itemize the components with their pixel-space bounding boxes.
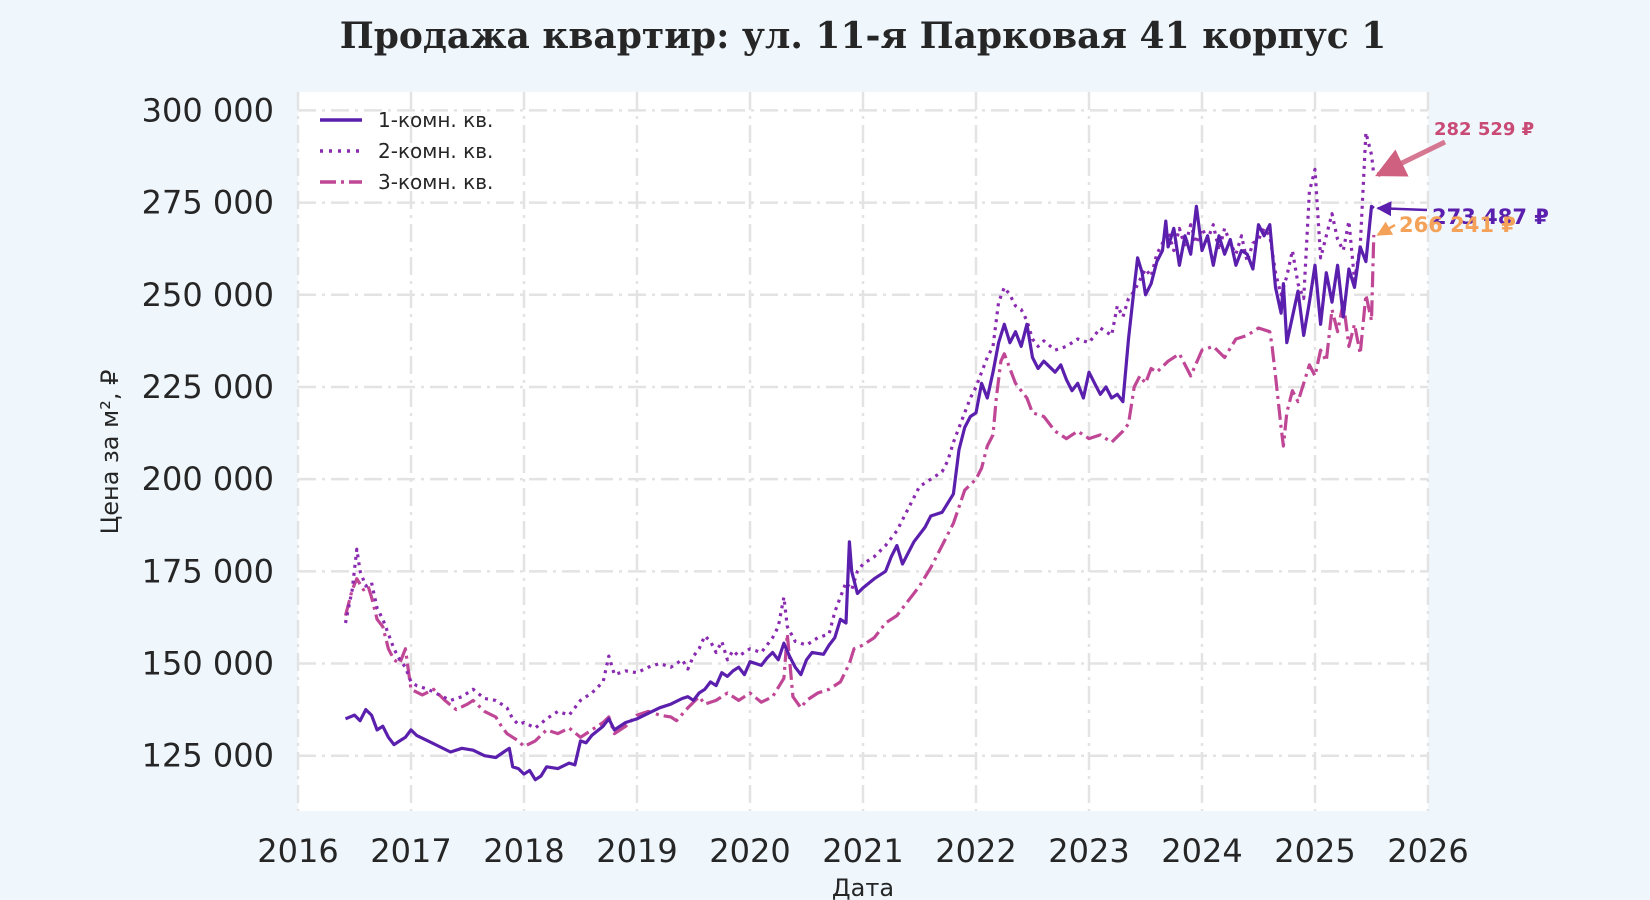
legend-label-2room: 2-комн. кв. <box>378 139 493 163</box>
y-tick-label: 275 000 <box>142 184 274 222</box>
y-axis-label: Цена за м², ₽ <box>96 370 124 535</box>
x-tick-label: 2024 <box>1161 832 1242 870</box>
x-tick-label: 2020 <box>709 832 790 870</box>
y-tick-label: 125 000 <box>142 737 274 775</box>
y-tick-label: 300 000 <box>142 91 274 129</box>
y-tick-label: 225 000 <box>142 368 274 406</box>
x-tick-label: 2019 <box>596 832 677 870</box>
x-tick-label: 2017 <box>370 832 451 870</box>
end-label-arrow <box>1376 221 1396 236</box>
series-line-3room <box>343 234 1376 749</box>
y-tick-labels: 125 000 150 000 175 000 200 000 225 000 250 0… <box>142 91 274 774</box>
y-tick-label: 175 000 <box>142 552 274 590</box>
y-tick-label: 150 000 <box>142 645 274 683</box>
x-tick-label: 2023 <box>1048 832 1129 870</box>
chart-title: Продажа квартир: ул. 11-я Парковая 41 ко… <box>340 15 1387 57</box>
legend-label-1room: 1-комн. кв. <box>378 108 493 132</box>
x-tick-label: 2016 <box>257 832 338 870</box>
x-tick-label: 2018 <box>483 832 564 870</box>
x-tick-label: 2026 <box>1387 832 1468 870</box>
end-label-2room: 282 529 ₽ <box>1434 119 1534 140</box>
end-label-3room: 266 241 ₽ <box>1399 213 1516 237</box>
series-layer <box>343 131 1376 782</box>
legend-label-3room: 3-комн. кв. <box>378 170 493 194</box>
y-tick-label: 250 000 <box>142 276 274 314</box>
x-tick-label: 2022 <box>935 832 1016 870</box>
y-tick-label: 200 000 <box>142 460 274 498</box>
end-labels: 273 487 ₽ 282 529 ₽ 266 241 ₽ <box>1375 119 1549 237</box>
end-label-arrow <box>1376 201 1428 217</box>
legend: 1-комн. кв. 2-комн. кв. 3-комн. кв. <box>320 108 493 194</box>
x-tick-label: 2025 <box>1274 832 1355 870</box>
x-gridlines <box>296 92 1430 811</box>
y-gridlines <box>298 109 1428 757</box>
x-axis-label: Дата <box>832 874 894 900</box>
end-label-arrow <box>1375 139 1447 178</box>
series-line-1room <box>344 204 1375 782</box>
x-tick-label: 2021 <box>822 832 903 870</box>
end-label-1room: 273 487 ₽ <box>1432 205 1549 229</box>
series-line-2room <box>343 131 1376 730</box>
x-tick-labels: 2016 2017 2018 2019 2020 2021 2022 2023 2024 2025… <box>257 832 1468 870</box>
